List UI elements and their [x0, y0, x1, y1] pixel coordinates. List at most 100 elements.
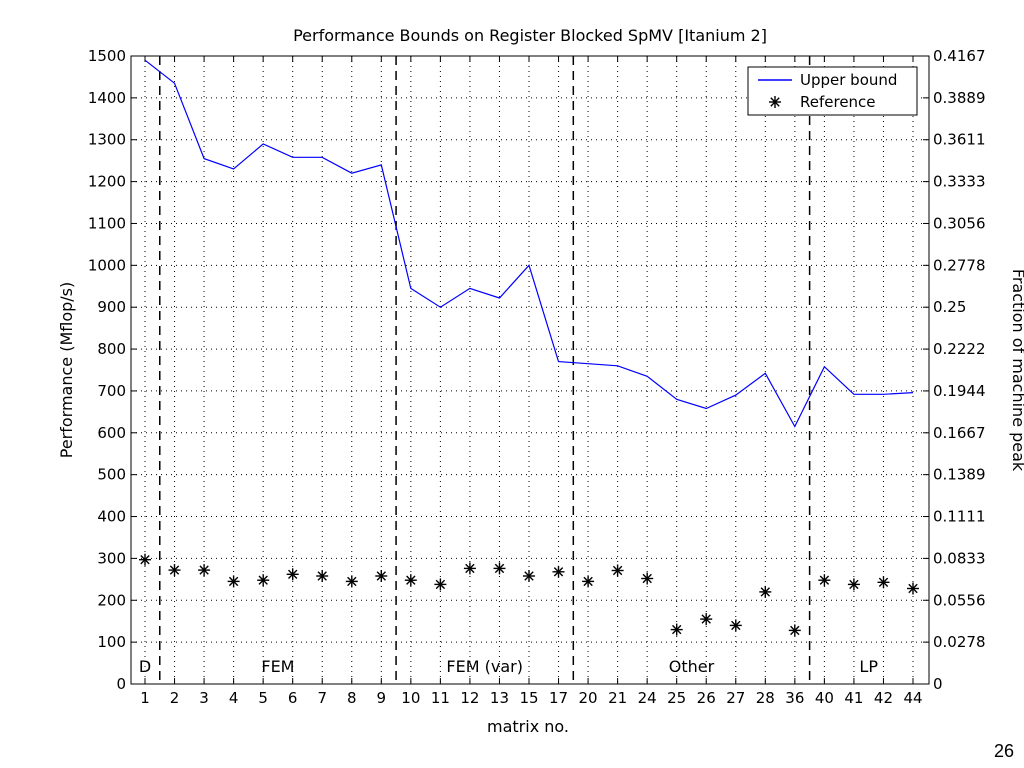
- reference-marker: [434, 578, 447, 591]
- reference-marker: [611, 564, 624, 577]
- x-tick-label: 8: [347, 689, 357, 707]
- marker-stroke: [347, 576, 357, 587]
- y-tick-label: 900: [97, 298, 126, 316]
- reference-marker: [463, 562, 476, 575]
- region-labels: D FEM FEM (var) Other LP: [139, 657, 878, 676]
- reference-marker: [818, 574, 831, 587]
- y2-tick-label: 0.2222: [933, 340, 986, 358]
- reference-marker: [257, 574, 270, 587]
- marker-stroke: [849, 579, 859, 590]
- right-axis-label: Fraction of machine peak: [1009, 269, 1024, 472]
- y2-tick-label: 0.0556: [933, 591, 986, 609]
- y2-tick-label: 0.1944: [933, 382, 986, 400]
- x-tick-label: 9: [377, 689, 387, 707]
- x-tick-label: 27: [726, 689, 745, 707]
- marker-stroke: [819, 575, 830, 585]
- reference-marker: [345, 575, 358, 588]
- marker-stroke: [760, 587, 770, 597]
- marker-stroke: [494, 563, 505, 574]
- y-tick-label: 0: [116, 675, 126, 693]
- x-axis-label: matrix no.: [487, 717, 569, 736]
- slide-number: 26: [993, 741, 1014, 761]
- x-tick-label: 6: [288, 689, 298, 707]
- marker-stroke: [406, 575, 416, 585]
- marker-stroke: [672, 624, 682, 635]
- marker-stroke: [642, 573, 652, 584]
- y-tick-label: 1400: [88, 89, 126, 107]
- marker-stroke: [465, 563, 475, 574]
- marker-stroke: [317, 571, 327, 581]
- y2-tick-label: 0.1111: [933, 508, 986, 526]
- x-tick-label: 2: [170, 689, 180, 707]
- reference-marker: [227, 575, 240, 588]
- y2-tick-label: 0.1389: [933, 466, 986, 484]
- x-tick-label: 41: [844, 689, 863, 707]
- y2-tick-label: 0.4167: [933, 47, 986, 65]
- reference-marker: [641, 572, 654, 585]
- region-label: FEM: [261, 657, 294, 676]
- x-tick-label: 1: [140, 689, 150, 707]
- x-tick-label: 7: [317, 689, 327, 707]
- reference-marker: [198, 564, 211, 577]
- y-tick-label: 1200: [88, 173, 126, 191]
- y2-tick-label: 0.0278: [933, 633, 986, 651]
- y-axis-label: Performance (Mflop/s): [57, 282, 76, 459]
- y-tick-label: 700: [97, 382, 126, 400]
- legend-box: [747, 66, 918, 116]
- legend-swatch-marker: [769, 96, 781, 108]
- x-tick-label: 20: [579, 689, 598, 707]
- reference-marker: [523, 570, 535, 582]
- x-tick-label: 4: [229, 689, 239, 707]
- legend-label: Reference: [800, 93, 876, 111]
- series-layer: [139, 59, 919, 637]
- y-tick-label: 1500: [88, 47, 126, 65]
- reference-marker: [788, 624, 801, 637]
- y2-tick-label: 0: [933, 675, 943, 693]
- y2-tick-label: 0.3056: [933, 214, 986, 232]
- reference-marker: [907, 582, 919, 595]
- marker-stroke: [583, 576, 593, 587]
- y-tick-label: 800: [97, 340, 126, 358]
- x-tick-label: 15: [519, 689, 538, 707]
- legend-label: Upper bound: [800, 71, 897, 89]
- marker-stroke: [169, 565, 180, 575]
- marker-stroke: [731, 620, 741, 631]
- reference-marker: [729, 619, 742, 632]
- y-tick-label: 1000: [88, 256, 126, 274]
- reference-marker: [670, 623, 683, 636]
- legend: Upper bound Reference: [747, 66, 918, 116]
- marker-stroke: [908, 583, 918, 594]
- plot-area: [130, 55, 930, 685]
- x-tick-label: 24: [638, 689, 657, 707]
- reference-marker: [759, 585, 772, 598]
- x-tick-label: 5: [258, 689, 268, 707]
- reference-marker: [404, 574, 417, 587]
- reference-marker: [582, 575, 595, 588]
- region-dividers: [159, 56, 811, 684]
- reference-marker: [139, 553, 151, 566]
- y2-tick-label: 0.1667: [933, 424, 986, 442]
- reference-marker: [316, 570, 329, 582]
- y-tick-label: 400: [97, 508, 126, 526]
- x-tick-label: 13: [490, 689, 509, 707]
- region-label: FEM (var): [446, 657, 523, 676]
- y-tick-label: 100: [97, 633, 126, 651]
- x-tick-label: 21: [608, 689, 627, 707]
- y-tick-label: 300: [97, 549, 126, 567]
- x-tick-label: 44: [903, 689, 922, 707]
- reference-marker: [877, 576, 890, 589]
- marker-stroke: [228, 576, 239, 587]
- x-tick-label: 26: [697, 689, 716, 707]
- reference-marker: [847, 578, 860, 591]
- reference-marker: [493, 562, 506, 575]
- y-tick-label: 600: [97, 424, 126, 442]
- y-tick-label: 1100: [88, 214, 126, 232]
- x-tick-label: 10: [401, 689, 420, 707]
- y2-tick-label: 0.3611: [933, 131, 986, 149]
- marker-stroke: [612, 565, 623, 576]
- region-label: Other: [669, 657, 715, 676]
- y2-tick-label: 0.25: [933, 298, 966, 316]
- marker-stroke: [258, 575, 268, 585]
- marker-stroke: [435, 579, 446, 590]
- axis-ticks: 1 2 3 4 5 6 7 8 9 10 11 12 13 15 17 20 21 24 25 26 27 28 36 40 4…: [88, 47, 986, 707]
